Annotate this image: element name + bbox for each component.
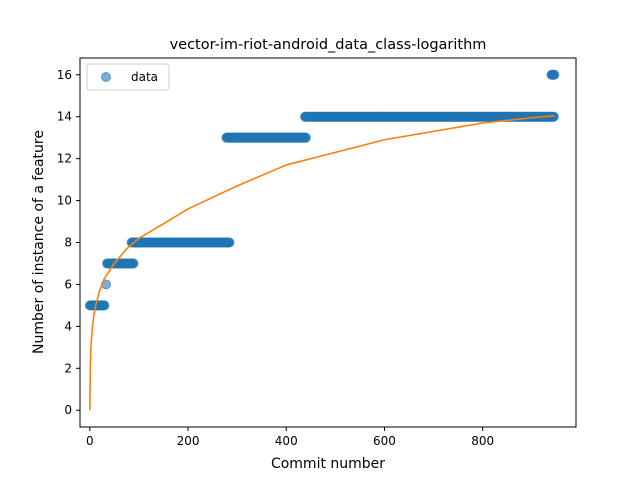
y-axis-label: Number of instance of a feature [31,130,47,354]
y-tick-label: 14 [57,110,72,124]
x-tick-label: 600 [373,434,396,448]
legend: data [86,63,170,91]
data-point [99,300,110,311]
data-point [128,258,139,269]
x-tick-label: 400 [275,434,298,448]
chart-title: vector-im-riot-android_data_class-logari… [170,37,487,53]
x-tick-label: 800 [471,434,494,448]
y-tick-label: 12 [57,152,72,166]
x-tick-label: 200 [177,434,200,448]
fit-line [89,114,555,411]
x-axis-label: Commit number [271,456,385,472]
data-points [84,69,560,311]
x-axis: 0 200 400 600 800 [86,427,494,448]
data-point [549,69,560,80]
y-tick-label: 8 [64,236,72,250]
y-tick-label: 10 [57,194,72,208]
y-axis: 0 2 4 6 8 10 12 14 16 [57,68,80,417]
y-tick-label: 6 [64,277,72,291]
x-tick-label: 0 [86,434,94,448]
y-tick-label: 16 [57,68,72,82]
y-tick-label: 4 [64,319,72,333]
fit-line-group [89,114,555,411]
legend-label-data: data [131,70,158,84]
data-point [300,132,311,143]
legend-marker [101,72,111,82]
y-tick-label: 2 [64,361,72,375]
legend-box [86,63,170,91]
data-point [224,237,235,248]
y-tick-label: 0 [64,403,72,417]
